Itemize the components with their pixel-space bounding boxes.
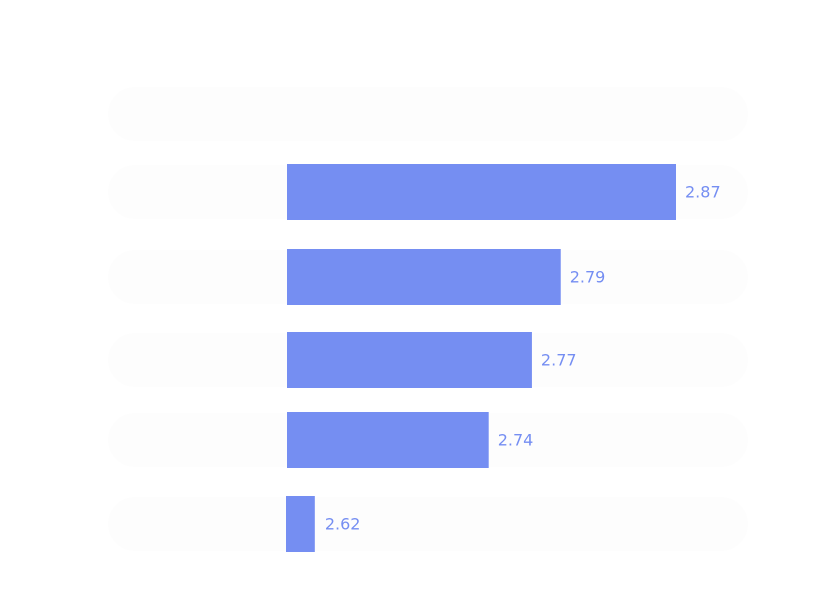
value-label: 2.77 <box>541 351 577 370</box>
row-track <box>108 497 748 551</box>
row-track <box>108 87 748 141</box>
bar[interactable] <box>286 496 315 552</box>
bar[interactable] <box>287 249 561 305</box>
bar[interactable] <box>287 332 532 388</box>
chart-rows: 2.87 2.79 2.77 2.74 2.62 <box>108 87 748 552</box>
value-label: 2.79 <box>570 268 606 287</box>
value-label: 2.74 <box>498 431 534 450</box>
bar[interactable] <box>287 412 489 468</box>
value-label: 2.62 <box>325 515 361 534</box>
value-label: 2.87 <box>685 183 721 202</box>
bar[interactable] <box>287 164 676 220</box>
